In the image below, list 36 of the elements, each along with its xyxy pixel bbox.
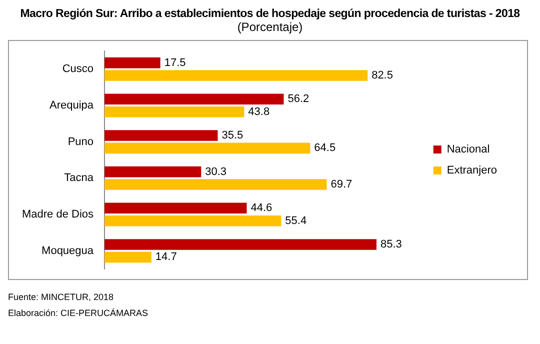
data-label: 14.7 [155,251,177,264]
bar [104,130,218,141]
y-tick-label: Cusco [62,63,94,76]
data-label: 56.2 [288,93,310,106]
y-tick-label: Tacna [64,172,94,184]
legend-label: Extranjero [446,164,498,177]
data-label: 85.3 [380,238,402,251]
source-note: Fuente: MINCETUR, 2018 [8,292,115,302]
bar [104,166,202,178]
bar [104,202,247,214]
chart-title: Macro Región Sur: Arribo a establecimientos de hospedaje según procedencia de turistas - 2018 [19,8,521,20]
bar [104,239,376,250]
bar [104,215,282,226]
bar [104,57,160,68]
data-label: 30.3 [205,166,227,178]
chart-subtitle: (Porcentaje) [236,20,304,34]
data-label: 55.4 [285,214,307,227]
data-label: 35.5 [222,130,244,142]
data-label: 64.5 [314,142,336,154]
bar [104,179,327,190]
data-label: 44.6 [250,202,272,214]
y-tick-label: Arequipa [49,100,94,112]
y-tick-label: Moquegua [42,244,94,257]
bar [104,252,152,263]
bar [104,106,244,118]
data-label: 17.5 [164,56,186,69]
data-label: 82.5 [372,70,393,82]
y-tick-label: Madre de Dios [22,208,94,221]
text: Elaboración: CIE-PERUCÁMARAS [8,308,150,318]
bar [104,94,284,105]
data-label: 69.7 [330,178,352,191]
legend-label: Nacional [446,144,490,156]
y-tick-label: Puno [68,136,94,148]
data-label: 43.8 [248,106,270,118]
bar [104,70,368,81]
bar [104,142,310,154]
